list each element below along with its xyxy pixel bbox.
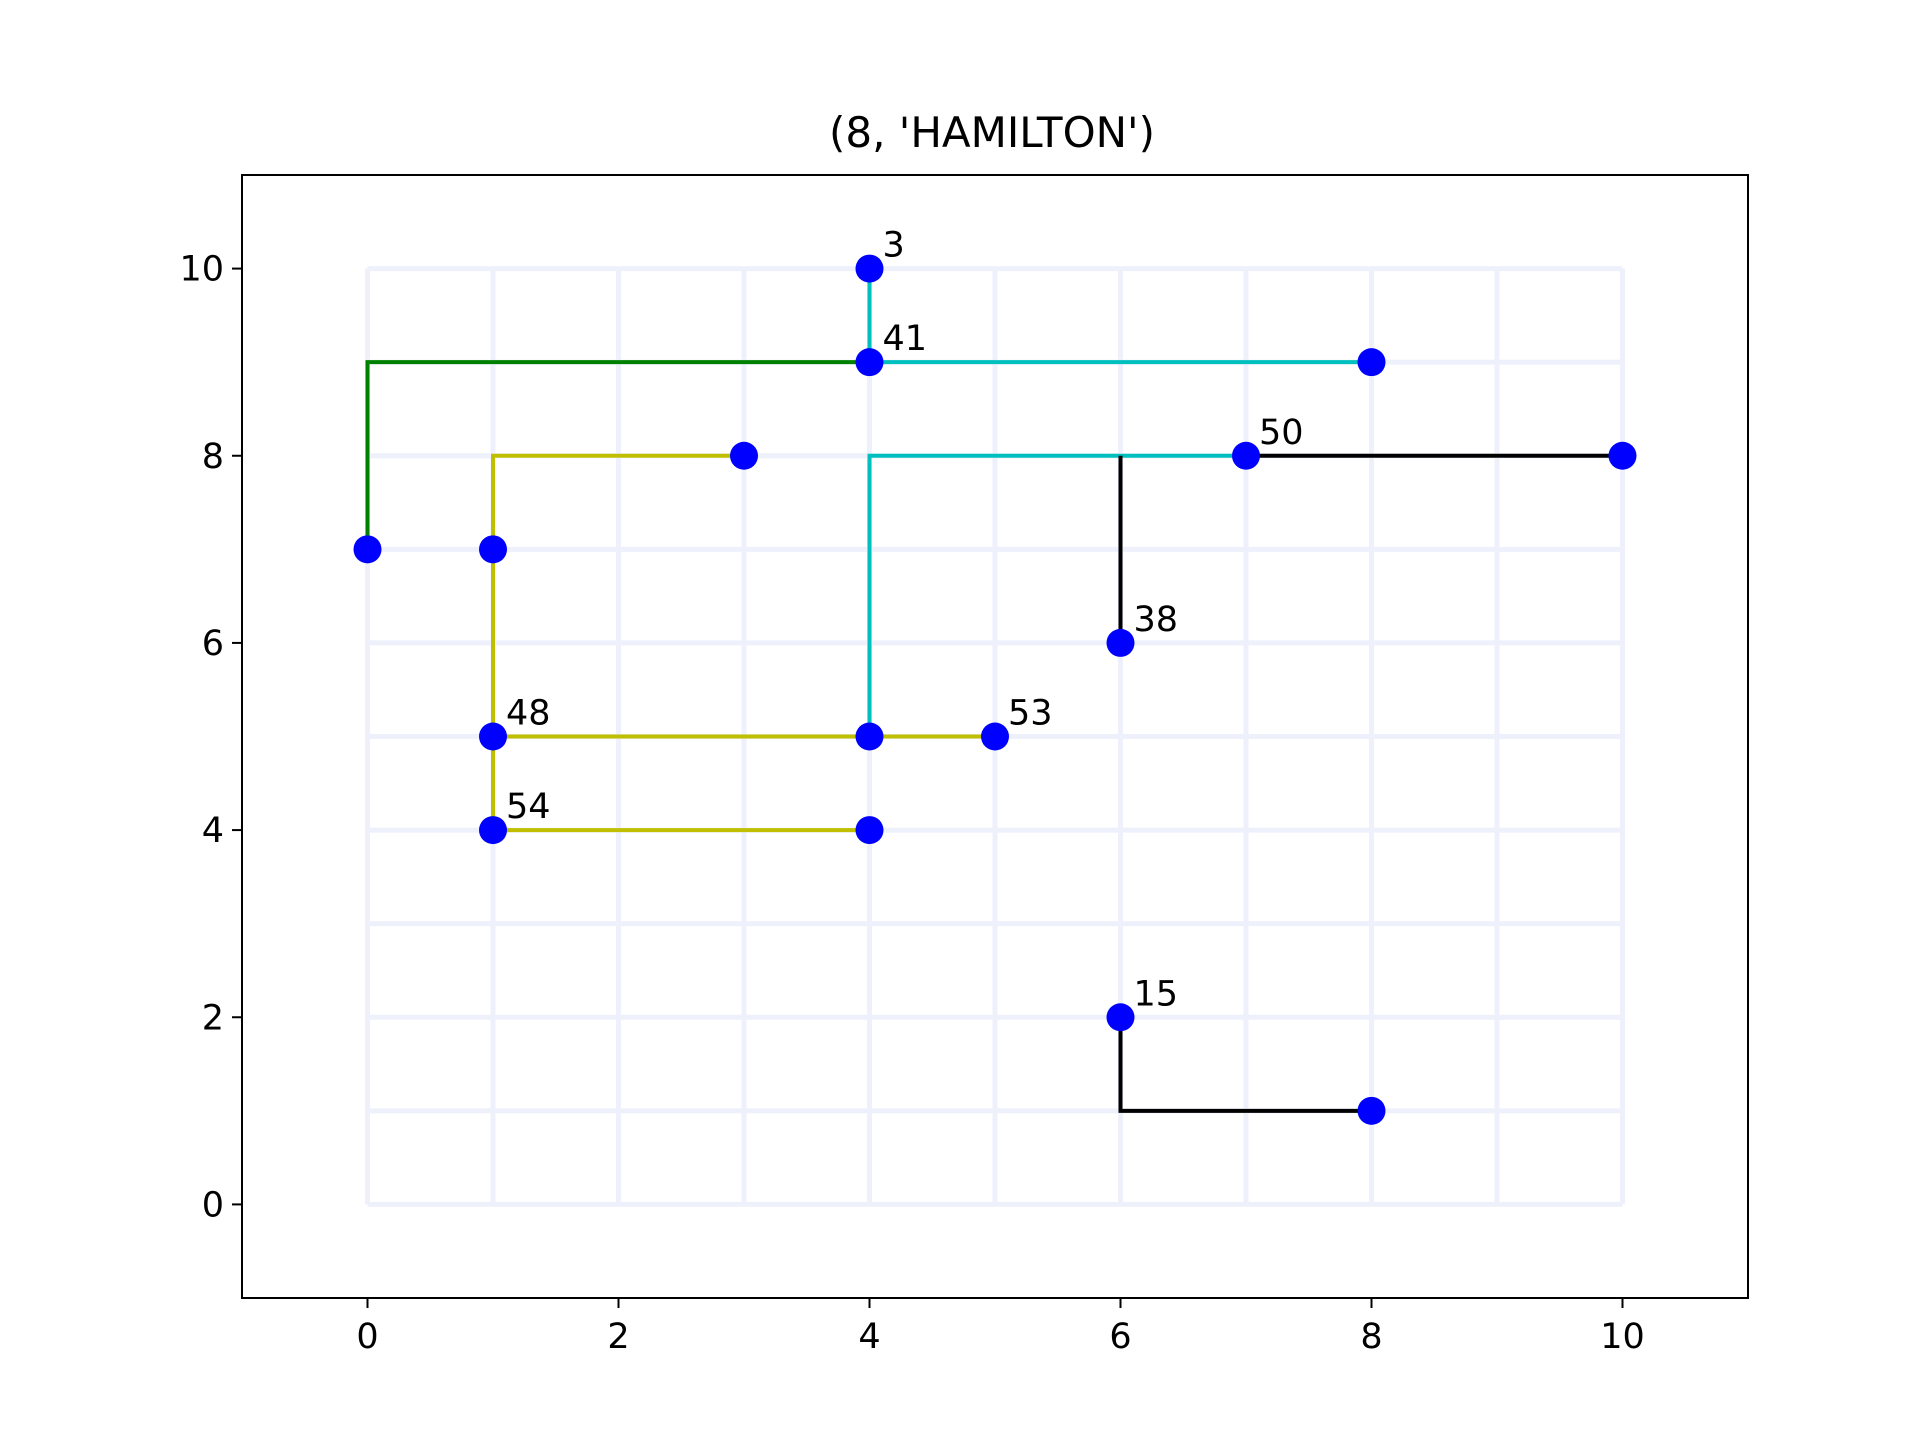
point-label: 41 — [883, 319, 928, 359]
y-tick-label: 4 — [202, 811, 224, 851]
data-point — [479, 816, 507, 845]
data-point — [479, 535, 507, 564]
y-axis: 0 2 4 6 8 10 — [179, 250, 242, 1225]
data-point — [1232, 441, 1260, 470]
data-point — [353, 535, 382, 564]
data-point — [1106, 628, 1135, 657]
x-tick-label: 2 — [607, 1317, 629, 1357]
x-tick-label: 4 — [858, 1317, 880, 1357]
connection-path — [365, 360, 870, 550]
data-point — [1106, 1003, 1135, 1032]
x-axis: 0 2 4 6 8 10 — [356, 1298, 1645, 1357]
y-tick-label: 2 — [202, 998, 224, 1038]
connection-path — [1118, 1017, 1372, 1113]
y-tick-label: 8 — [202, 437, 224, 477]
y-tick-label: 6 — [202, 624, 224, 664]
chart-title: (8, 'HAMILTON') — [829, 108, 1155, 157]
data-point — [1608, 441, 1637, 470]
y-tick-label: 0 — [202, 1185, 224, 1225]
data-point — [855, 816, 884, 845]
y-tick-label: 10 — [179, 250, 224, 290]
data-points — [353, 254, 1637, 1125]
connection-path — [491, 453, 744, 831]
point-label: 38 — [1134, 600, 1179, 640]
point-label: 53 — [1008, 694, 1053, 734]
point-label: 54 — [506, 787, 551, 827]
data-point — [855, 348, 884, 377]
point-label: 3 — [883, 226, 905, 266]
data-point — [855, 722, 884, 751]
data-point — [981, 722, 1009, 751]
data-point — [1357, 348, 1386, 377]
point-label: 15 — [1134, 974, 1179, 1014]
data-point — [479, 722, 507, 751]
x-tick-label: 6 — [1109, 1317, 1131, 1357]
point-label: 50 — [1259, 413, 1304, 453]
data-point — [730, 441, 758, 470]
x-tick-label: 10 — [1600, 1317, 1645, 1357]
data-point — [855, 254, 884, 283]
data-point — [1357, 1096, 1386, 1125]
point-labels: 3 41 50 38 48 53 54 15 — [506, 226, 1304, 1015]
x-tick-label: 0 — [356, 1317, 378, 1357]
point-label: 48 — [506, 694, 551, 734]
x-tick-label: 8 — [1360, 1317, 1382, 1357]
plot-frame — [241, 174, 1749, 1299]
grid — [365, 266, 1625, 1207]
